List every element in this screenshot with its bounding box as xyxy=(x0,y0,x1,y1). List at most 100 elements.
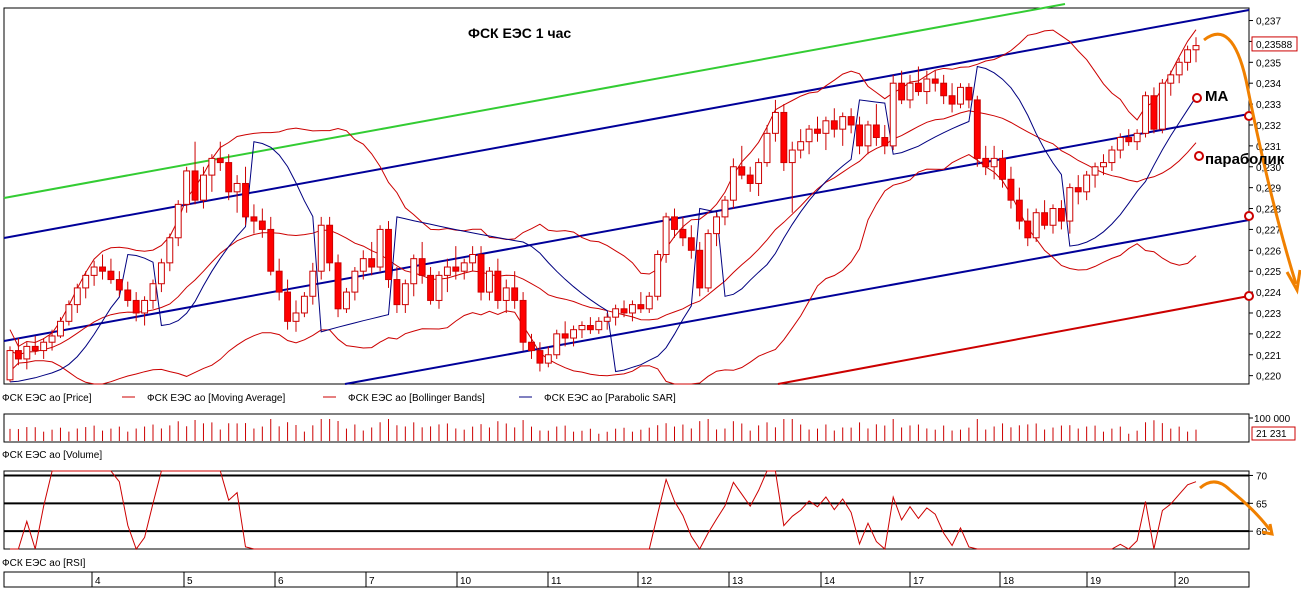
candle-body xyxy=(376,228,384,268)
candle-body xyxy=(603,316,611,322)
candle-body xyxy=(233,182,241,193)
candle-body xyxy=(309,270,317,297)
candle-body xyxy=(628,304,636,314)
candle-body xyxy=(1066,187,1074,222)
candle-body xyxy=(469,253,477,264)
candle-body xyxy=(637,304,645,310)
candle-body xyxy=(957,86,964,105)
candle-body xyxy=(1192,45,1200,51)
candle-body xyxy=(99,266,106,272)
y-tick-label: 0,226 xyxy=(1256,246,1281,257)
candle-body xyxy=(242,182,249,218)
candle-body xyxy=(755,162,763,184)
candle-body xyxy=(797,141,805,151)
rsi-forecast-arrowhead xyxy=(1261,523,1274,536)
candle-body xyxy=(23,345,31,360)
forecast-curve xyxy=(1203,32,1298,285)
annotation-parabolic: параболик xyxy=(1205,151,1285,168)
candle-body xyxy=(738,166,746,176)
candle-body xyxy=(528,341,535,352)
candle-body xyxy=(393,279,401,306)
candle-body xyxy=(1041,212,1049,226)
moving-average-line xyxy=(9,110,1197,356)
candle-body xyxy=(385,228,392,281)
y-tick-label: 0,231 xyxy=(1256,142,1281,153)
y-tick-label: 0,232 xyxy=(1256,121,1281,132)
candle-body xyxy=(595,320,603,331)
candle-body xyxy=(889,82,897,147)
candle-body xyxy=(40,341,48,352)
y-tick-label: 0,222 xyxy=(1256,330,1281,341)
legend-ma: ФСК ЕЭС ао [Moving Average] xyxy=(147,393,285,404)
legend-price: ФСК ЕЭС ао [Price] xyxy=(2,393,92,404)
candle-body xyxy=(1032,212,1040,239)
y-tick-label: 0,228 xyxy=(1256,205,1281,216)
candle-body xyxy=(729,166,737,201)
volume-last-label: 21 231 xyxy=(1256,429,1287,440)
candle-body xyxy=(502,287,510,301)
candle-body xyxy=(544,354,552,364)
candle-body xyxy=(334,262,342,310)
x-tick-label: 20 xyxy=(1178,576,1190,587)
candle-body xyxy=(519,299,527,343)
candle-body xyxy=(771,111,779,134)
candle-body xyxy=(57,320,64,337)
candle-body xyxy=(612,308,620,318)
price-panel: 0,2370,2360,2350,2340,2330,2320,2310,230… xyxy=(3,3,1301,385)
candle-body xyxy=(258,220,266,230)
candle-body xyxy=(872,124,880,139)
candle-body xyxy=(662,216,670,255)
candle-body xyxy=(157,262,165,285)
legend-bb: ФСК ЕЭС ао [Bollinger Bands] xyxy=(348,393,485,404)
candle-body xyxy=(864,124,872,147)
candle-body xyxy=(1049,208,1057,226)
x-tick-label: 17 xyxy=(913,576,925,587)
candle-body xyxy=(401,283,409,306)
annotation-marker xyxy=(1244,211,1254,221)
y-tick-label: 0,221 xyxy=(1256,351,1281,362)
candle-body xyxy=(931,78,939,84)
candle-body xyxy=(1074,187,1082,193)
forecast-arrowhead xyxy=(1285,269,1301,295)
candle-body xyxy=(982,157,990,168)
candle-body xyxy=(317,224,325,272)
candle-body xyxy=(856,124,863,147)
rsi-forecast-curve xyxy=(1199,480,1272,531)
candle-body xyxy=(351,270,359,293)
x-tick-label: 13 xyxy=(732,576,744,587)
candle-body xyxy=(1133,132,1141,143)
volume-frame xyxy=(3,413,1250,443)
volume-panel: 100 000 21 231 xyxy=(9,414,1296,441)
candle-body xyxy=(780,111,788,164)
candle-body xyxy=(586,325,594,331)
candle-body xyxy=(696,249,704,289)
green-trend-line xyxy=(3,3,1066,199)
candle-body xyxy=(898,82,906,101)
candle-body xyxy=(343,291,350,310)
rsi-tick-label: 65 xyxy=(1256,499,1268,510)
x-tick-label: 11 xyxy=(551,576,562,587)
candle-body xyxy=(1100,162,1107,168)
candle-body xyxy=(1091,166,1099,176)
candle-body xyxy=(1167,74,1175,84)
support-line xyxy=(777,295,1250,385)
legend-volume: ФСК ЕЭС ао [Volume] xyxy=(2,450,102,461)
candle-body xyxy=(6,350,14,381)
channel-top-line xyxy=(3,9,1250,239)
x-tick-label: 12 xyxy=(641,576,653,587)
candle-body xyxy=(191,170,199,201)
candle-body xyxy=(620,308,628,314)
chart-title: ФСК ЕЭС 1 час xyxy=(468,25,571,41)
candle-body xyxy=(124,289,132,301)
candle-body xyxy=(645,295,653,310)
candle-body xyxy=(443,266,451,276)
candle-body xyxy=(1108,149,1116,164)
candle-body xyxy=(822,120,830,134)
candle-body xyxy=(149,283,157,301)
candle-body xyxy=(494,270,502,301)
xaxis-frame xyxy=(3,571,1250,588)
volume-tick-label: 100 000 xyxy=(1254,414,1291,425)
candle-body xyxy=(132,299,140,314)
candle-body xyxy=(561,333,569,339)
candle-body xyxy=(225,162,233,193)
